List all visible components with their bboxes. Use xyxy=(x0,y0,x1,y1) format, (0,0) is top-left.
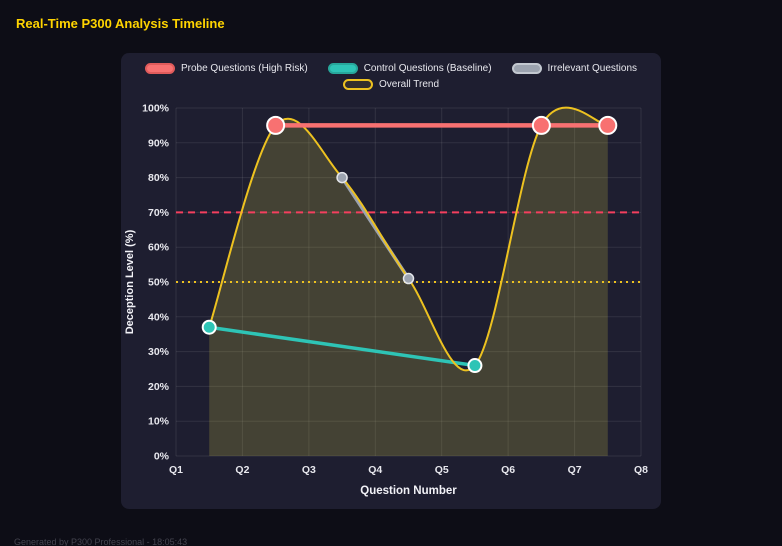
chart-legend: Probe Questions (High Risk) Control Ques… xyxy=(121,63,661,90)
svg-text:0%: 0% xyxy=(154,451,170,463)
page-title: Real-Time P300 Analysis Timeline xyxy=(16,16,225,31)
timeline-chart: Q1 Q2 Q3 Q4 Q5 Q6 Q7 Q8 0% 10% 20% 30% 40% 50% 60% 70% 8… xyxy=(124,103,648,498)
legend-label-trend: Overall Trend xyxy=(378,79,440,90)
legend-item-probe[interactable]: Probe Questions (High Risk) xyxy=(144,63,308,74)
chart-panel: Probe Questions (High Risk) Control Ques… xyxy=(121,53,661,509)
svg-text:Deception Level (%): Deception Level (%) xyxy=(124,229,136,334)
legend-label-control: Control Questions (Baseline) xyxy=(363,63,492,74)
svg-text:90%: 90% xyxy=(148,137,170,149)
svg-text:Q5: Q5 xyxy=(435,464,449,476)
svg-text:80%: 80% xyxy=(148,172,170,184)
legend-row-2: Overall Trend xyxy=(342,79,440,90)
svg-text:100%: 100% xyxy=(142,103,170,115)
probe-swatch-icon xyxy=(144,63,175,74)
svg-text:Q6: Q6 xyxy=(501,464,515,476)
svg-text:10%: 10% xyxy=(148,416,170,428)
irrelevant-swatch-icon xyxy=(511,63,542,74)
svg-text:Question Number: Question Number xyxy=(360,485,457,497)
legend-label-probe: Probe Questions (High Risk) xyxy=(180,63,308,74)
svg-text:50%: 50% xyxy=(148,277,170,289)
legend-row-1: Probe Questions (High Risk) Control Ques… xyxy=(144,63,638,74)
svg-text:Q4: Q4 xyxy=(368,464,382,476)
svg-text:Q8: Q8 xyxy=(634,464,648,476)
svg-text:70%: 70% xyxy=(148,207,170,219)
legend-item-trend[interactable]: Overall Trend xyxy=(342,79,440,90)
svg-text:Q7: Q7 xyxy=(568,464,582,476)
svg-text:Q2: Q2 xyxy=(235,464,249,476)
control-swatch-icon xyxy=(327,63,358,74)
svg-text:20%: 20% xyxy=(148,381,170,393)
svg-text:60%: 60% xyxy=(148,242,170,254)
legend-item-irrelevant[interactable]: Irrelevant Questions xyxy=(511,63,638,74)
svg-text:Q1: Q1 xyxy=(169,464,183,476)
legend-label-irrelevant: Irrelevant Questions xyxy=(547,63,638,74)
trend-swatch-icon xyxy=(342,79,373,90)
svg-text:30%: 30% xyxy=(148,346,170,358)
legend-item-control[interactable]: Control Questions (Baseline) xyxy=(327,63,492,74)
svg-text:40%: 40% xyxy=(148,311,170,323)
svg-text:Q3: Q3 xyxy=(302,464,316,476)
footer-note: Generated by P300 Professional - 18:05:4… xyxy=(14,537,188,546)
